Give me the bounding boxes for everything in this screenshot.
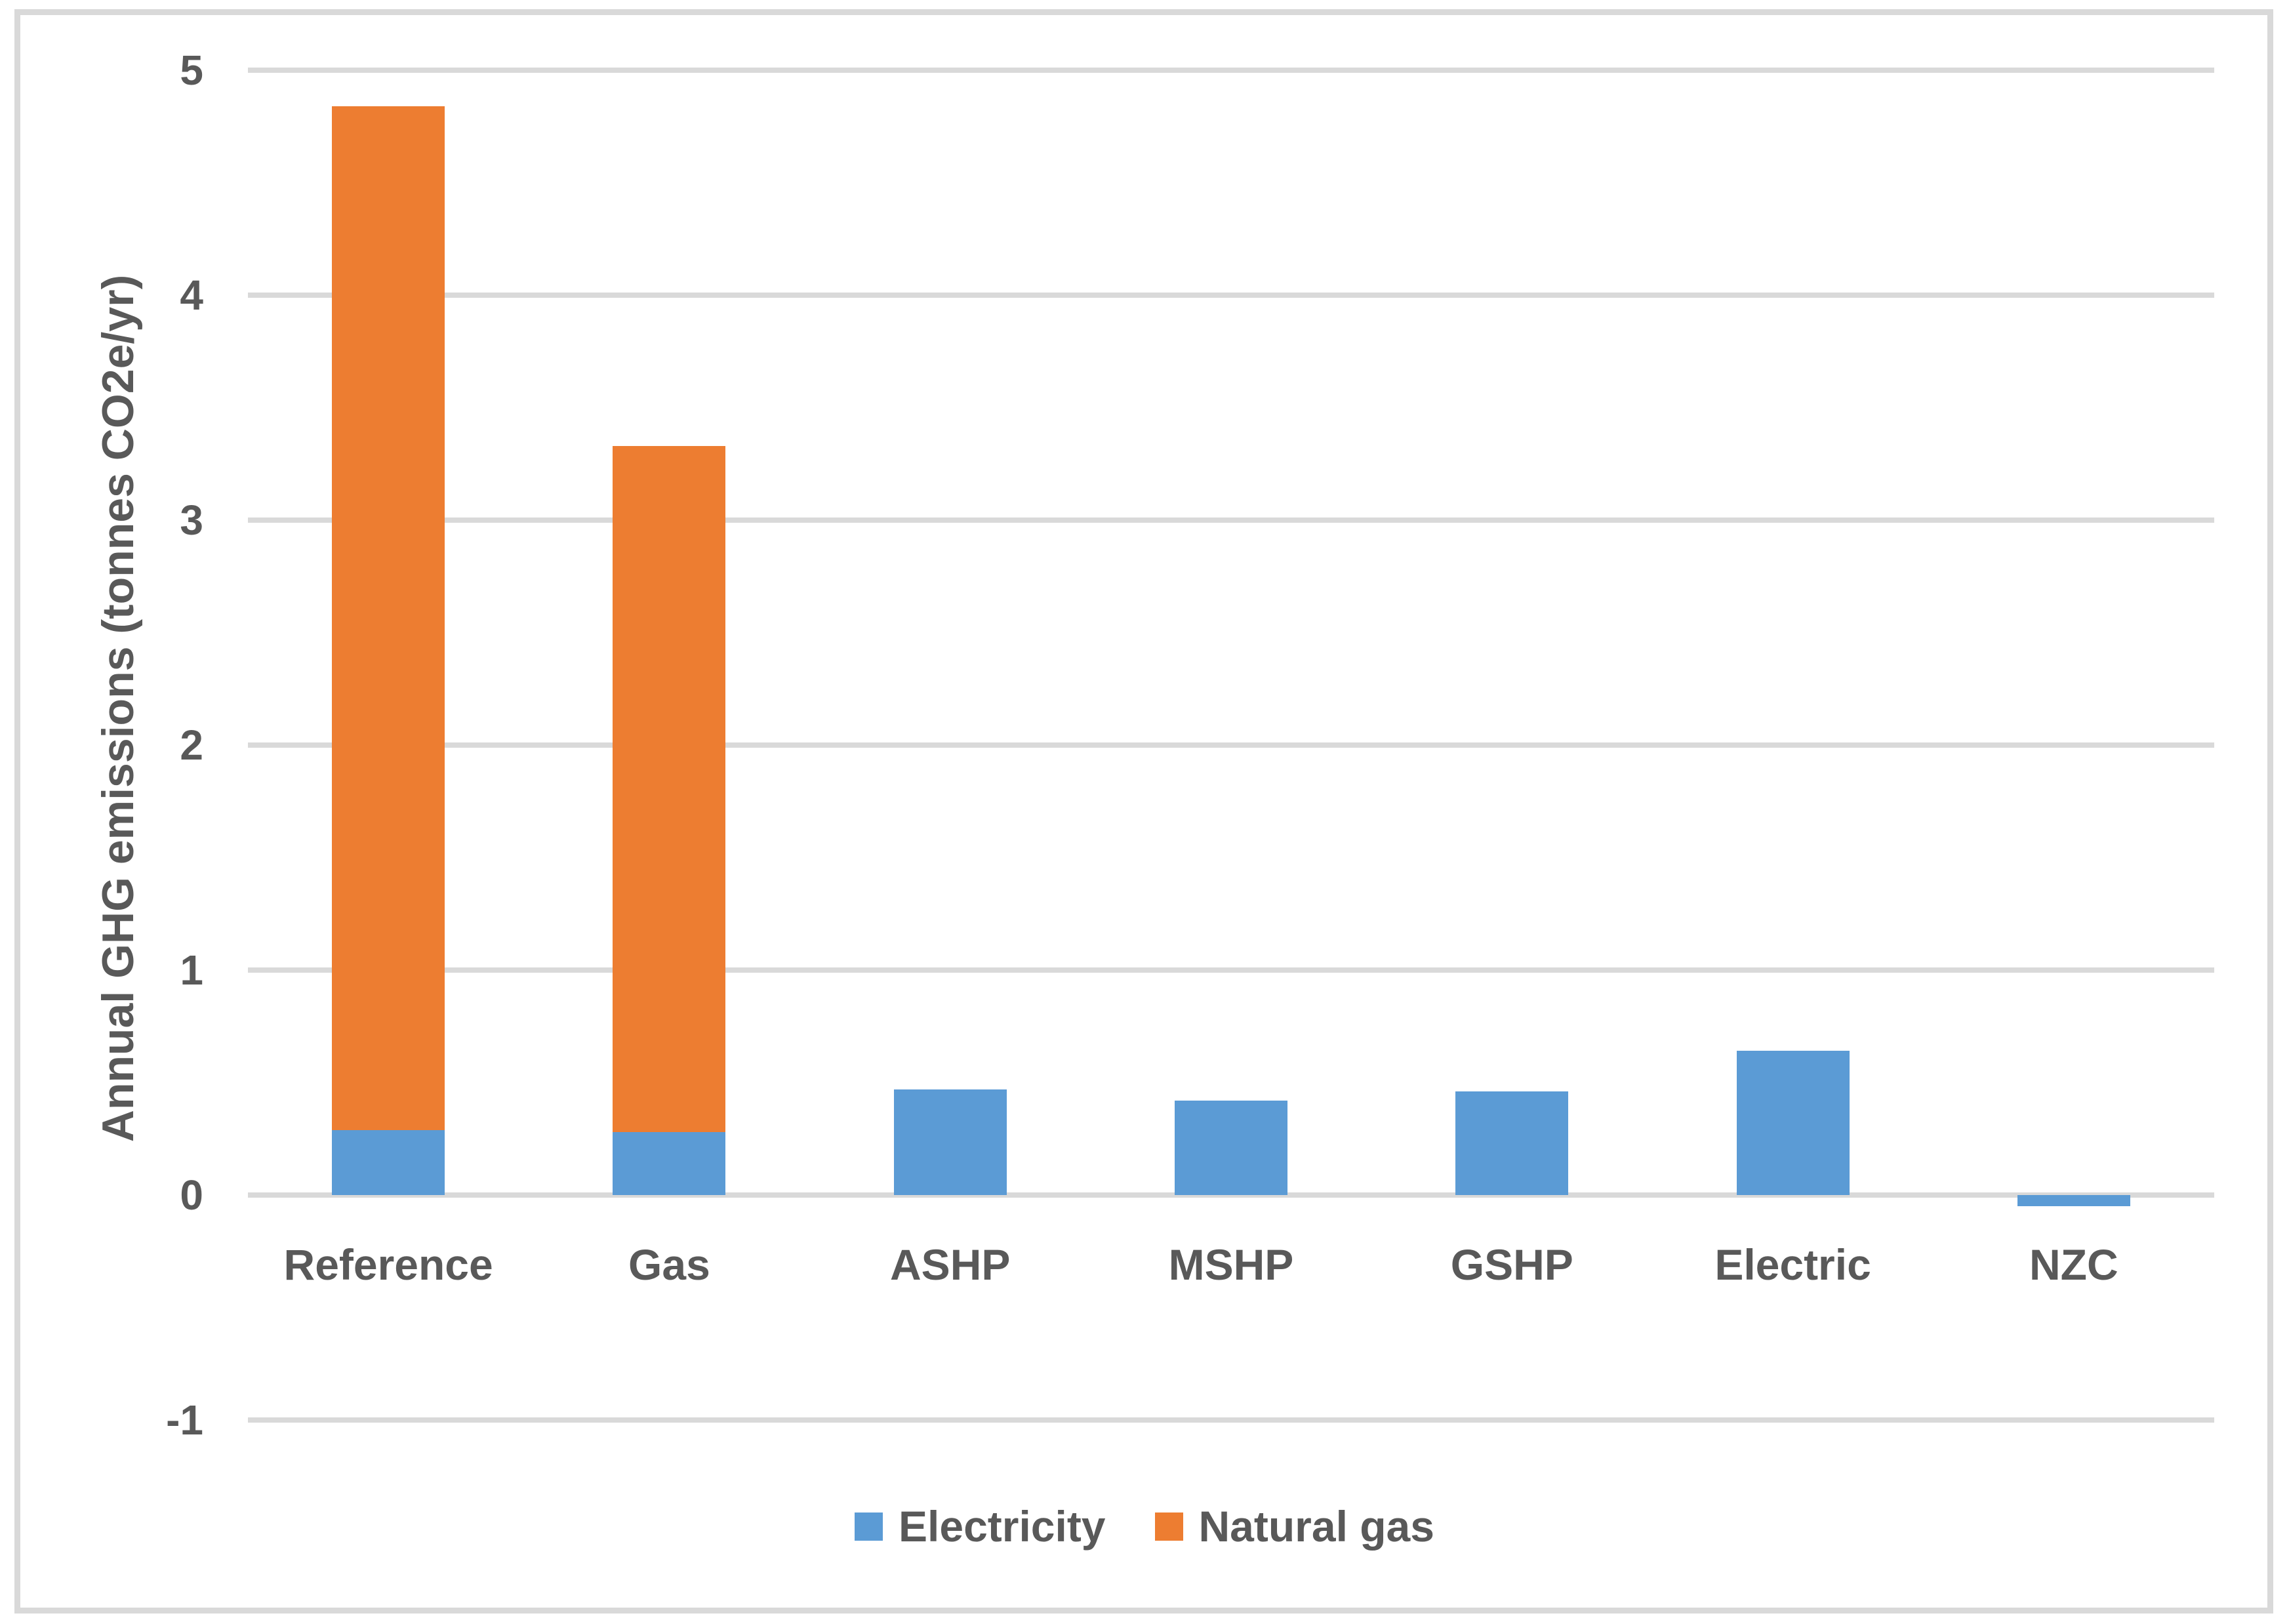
y-tick-label-0: 0	[180, 1171, 203, 1219]
y-tick-label-2: 2	[180, 721, 203, 769]
legend-swatch-natural-gas-icon	[1154, 1512, 1183, 1541]
bar-reference-natural-gas	[332, 106, 445, 1130]
bar-gshp-electricity	[1455, 1091, 1569, 1195]
bar-nzc-electricity	[2017, 1195, 2130, 1207]
x-axis-label-gas: Gas	[628, 1240, 710, 1289]
bar-mshp-electricity	[1175, 1100, 1287, 1195]
legend-swatch-electricity-icon	[855, 1512, 883, 1541]
gridline-2	[248, 742, 2214, 748]
chart-outer-border	[14, 9, 2273, 1614]
y-tick-label--1: -1	[166, 1396, 203, 1444]
bar-reference-electricity	[332, 1129, 445, 1195]
x-axis-label-gshp: GSHP	[1450, 1240, 1573, 1289]
bar-gas-electricity	[613, 1131, 726, 1195]
legend-label-electricity: Electricity	[899, 1502, 1106, 1551]
gridline-3	[248, 518, 2214, 523]
y-tick-label-4: 4	[180, 272, 203, 319]
gridline-5	[248, 68, 2214, 73]
legend-item-natural-gas: Natural gas	[1154, 1497, 1434, 1556]
legend-item-electricity: Electricity	[855, 1497, 1106, 1556]
y-tick-label-1: 1	[180, 946, 203, 994]
gridline--1	[248, 1417, 2214, 1423]
gridline-4	[248, 293, 2214, 298]
x-axis-label-electric: Electric	[1714, 1240, 1871, 1289]
x-axis-label-reference: Reference	[283, 1240, 493, 1289]
y-axis-title: Annual GHG emissions (tonnes CO2e/yr)	[93, 274, 143, 1143]
y-tick-label-5: 5	[180, 47, 203, 94]
legend: Electricity Natural gas	[0, 1497, 2289, 1556]
bar-gas-natural-gas	[613, 445, 726, 1132]
gridline-0	[248, 1192, 2214, 1198]
gridline-1	[248, 967, 2214, 973]
x-axis-label-mshp: MSHP	[1168, 1240, 1294, 1289]
legend-label-natural-gas: Natural gas	[1198, 1502, 1434, 1551]
bar-electric-electricity	[1736, 1051, 1850, 1195]
x-axis-label-ashp: ASHP	[890, 1240, 1011, 1289]
bar-ashp-electricity	[893, 1089, 1007, 1195]
x-axis-label-nzc: NZC	[2029, 1240, 2118, 1289]
y-tick-label-3: 3	[180, 497, 203, 544]
